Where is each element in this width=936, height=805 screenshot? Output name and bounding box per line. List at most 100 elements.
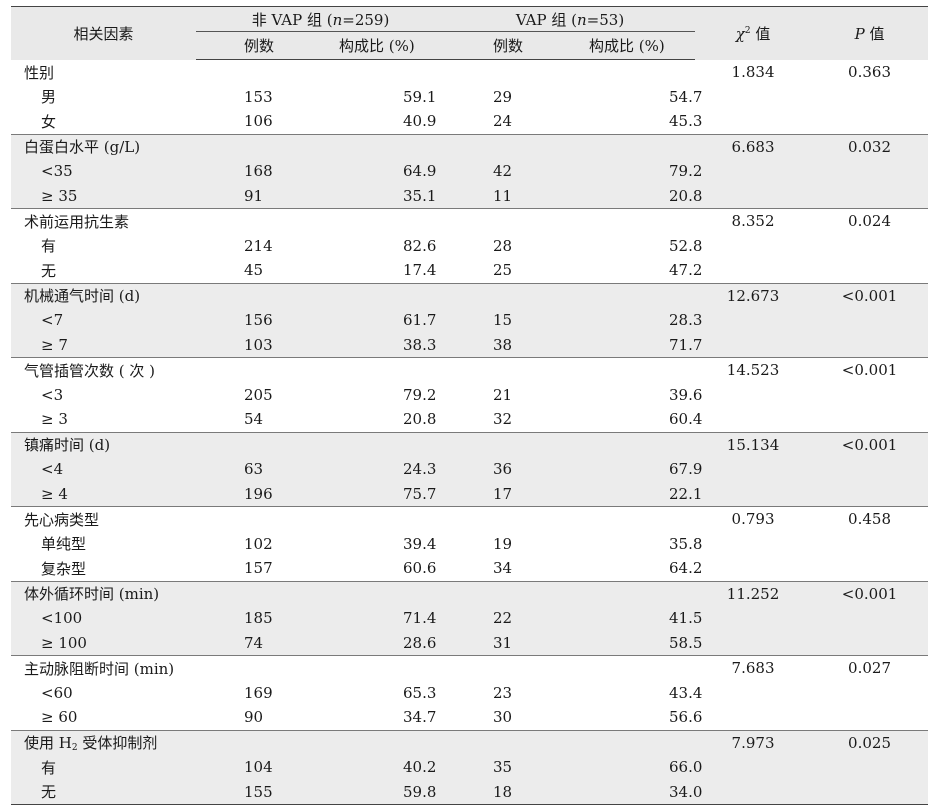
empty-cell bbox=[299, 431, 446, 457]
chi-square-value: 15.134 bbox=[695, 431, 812, 457]
vap-count: 38 bbox=[445, 332, 552, 358]
empty-cell bbox=[445, 357, 552, 383]
empty-cell bbox=[811, 532, 928, 557]
level-label: 无 bbox=[11, 779, 196, 805]
level-row: <3 205 79.2 21 39.6 bbox=[11, 383, 928, 408]
level-row: ≥ 3 54 20.8 32 60.4 bbox=[11, 407, 928, 432]
vap-count: 21 bbox=[493, 385, 513, 404]
level-row: <7 156 61.7 15 28.3 bbox=[11, 308, 929, 333]
non-vap-count: 157 bbox=[244, 559, 273, 578]
vap-pct: 79.2 bbox=[551, 159, 702, 184]
non-vap-pct: 40.2 bbox=[299, 755, 446, 780]
level-label: ≥ 3 bbox=[41, 410, 68, 429]
non-vap-count: 102 bbox=[244, 534, 273, 553]
non-vap-pct: 39.4 bbox=[403, 534, 437, 553]
empty-cell bbox=[551, 580, 696, 606]
vap-pct: 71.7 bbox=[551, 332, 702, 358]
chi-square-value: 0.793 bbox=[695, 506, 812, 532]
empty-cell bbox=[695, 407, 811, 432]
chi-square-value: 1.834 bbox=[731, 63, 775, 81]
empty-cell bbox=[695, 481, 812, 507]
empty-cell bbox=[695, 308, 812, 333]
non-vap-count: 54 bbox=[244, 410, 264, 429]
level-row: 无 155 59.8 18 34.0 bbox=[11, 779, 929, 805]
empty-cell bbox=[196, 506, 299, 532]
vap-risk-factor-table: 相关因素 非 VAP 组 (n=259) VAP 组 (n=53) χ2 值 P… bbox=[11, 6, 929, 805]
header-p-value: P 值 bbox=[811, 7, 928, 60]
header-factor: 相关因素 bbox=[73, 24, 134, 43]
empty-cell bbox=[695, 630, 812, 656]
empty-cell bbox=[811, 159, 929, 184]
level-row: <35 168 64.9 42 79.2 bbox=[11, 159, 929, 184]
empty-cell bbox=[445, 580, 552, 606]
header-vap-group: VAP 组 (n=53) bbox=[445, 6, 696, 32]
empty-cell bbox=[299, 208, 446, 234]
empty-cell bbox=[695, 332, 812, 358]
empty-cell bbox=[695, 779, 812, 805]
header-chi-square: χ2 值 bbox=[695, 7, 811, 60]
factor-name: 主动脉阻断时间 (min) bbox=[11, 655, 196, 681]
non-vap-group-label: 非 VAP 组 (n=259) bbox=[251, 10, 390, 29]
non-vap-pct: 24.3 bbox=[299, 457, 446, 482]
chi-square-value: 7.683 bbox=[695, 655, 812, 681]
empty-cell bbox=[811, 332, 929, 358]
level-row: ≥ 4 196 75.7 17 22.1 bbox=[11, 481, 929, 507]
empty-cell bbox=[811, 481, 929, 507]
vap-pct: 67.9 bbox=[551, 457, 702, 482]
level-label: 女 bbox=[41, 112, 57, 131]
non-vap-pct: 34.7 bbox=[403, 708, 437, 727]
empty-cell bbox=[196, 655, 299, 681]
level-label: <3 bbox=[41, 385, 64, 404]
empty-cell bbox=[196, 208, 299, 234]
factor-row: 使用 H2 受体抑制剂 7.973 0.025 bbox=[11, 729, 929, 755]
non-vap-count: 106 bbox=[244, 112, 273, 131]
factor-name: 白蛋白水平 (g/L) bbox=[11, 133, 196, 159]
non-vap-count: 155 bbox=[196, 779, 299, 805]
empty-cell bbox=[695, 556, 811, 581]
empty-cell bbox=[811, 779, 929, 805]
non-vap-pct: 17.4 bbox=[403, 261, 437, 280]
level-label: <60 bbox=[41, 683, 73, 702]
level-label: ≥ 60 bbox=[41, 708, 78, 727]
empty-cell bbox=[551, 60, 695, 85]
p-value: 0.025 bbox=[811, 729, 929, 755]
empty-cell bbox=[695, 606, 812, 631]
non-vap-count: 63 bbox=[196, 457, 299, 482]
empty-cell bbox=[811, 383, 928, 408]
chi-square-value: 14.523 bbox=[695, 357, 812, 383]
vap-count: 18 bbox=[445, 779, 552, 805]
empty-cell bbox=[811, 556, 928, 581]
empty-cell bbox=[299, 655, 446, 681]
level-label: <7 bbox=[11, 308, 196, 333]
empty-cell bbox=[811, 705, 928, 730]
empty-cell bbox=[551, 655, 696, 681]
vap-pct: 54.7 bbox=[669, 87, 703, 106]
header-non-vap-count: 例数 bbox=[196, 31, 299, 60]
vap-count: 25 bbox=[493, 261, 513, 280]
vap-pct: 64.2 bbox=[669, 559, 703, 578]
empty-cell bbox=[551, 357, 696, 383]
empty-cell bbox=[695, 258, 811, 283]
empty-cell bbox=[445, 208, 552, 234]
p-value: <0.001 bbox=[811, 357, 929, 383]
factor-name: 镇痛时间 (d) bbox=[11, 431, 196, 457]
empty-cell bbox=[695, 457, 812, 482]
empty-cell bbox=[299, 580, 446, 606]
header-non-vap-group: 非 VAP 组 (n=259) bbox=[196, 6, 446, 32]
empty-cell bbox=[445, 60, 551, 85]
table-header: 相关因素 非 VAP 组 (n=259) VAP 组 (n=53) χ2 值 P… bbox=[11, 6, 929, 60]
table-body: 性别 1.834 0.363 男 153 59.1 29 54.7 女 106 40.9 24 45.3… bbox=[11, 60, 929, 805]
empty-cell bbox=[551, 431, 696, 457]
factor-row: 镇痛时间 (d) 15.134 <0.001 bbox=[11, 431, 929, 457]
level-row: 单纯型 102 39.4 19 35.8 bbox=[11, 532, 928, 557]
level-row: <60 169 65.3 23 43.4 bbox=[11, 681, 928, 706]
empty-cell bbox=[695, 85, 811, 110]
empty-cell bbox=[299, 60, 445, 85]
empty-cell bbox=[299, 133, 446, 159]
empty-cell bbox=[445, 506, 552, 532]
empty-cell bbox=[551, 506, 696, 532]
vap-pct: 20.8 bbox=[551, 183, 702, 209]
p-value: 0.458 bbox=[811, 506, 929, 532]
chi-square-label: χ2 值 bbox=[735, 24, 771, 43]
level-row: 复杂型 157 60.6 34 64.2 bbox=[11, 556, 928, 581]
